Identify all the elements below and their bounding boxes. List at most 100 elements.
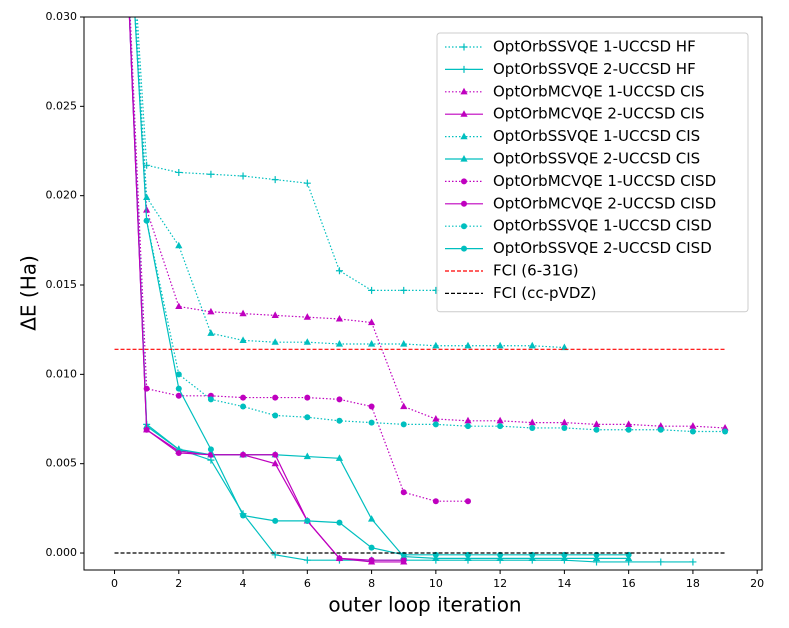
series xyxy=(135,17,568,351)
marker xyxy=(657,558,665,566)
marker xyxy=(175,168,183,176)
marker xyxy=(432,415,440,422)
marker xyxy=(240,451,247,458)
marker xyxy=(143,426,150,433)
marker xyxy=(625,420,633,427)
series xyxy=(129,17,471,505)
marker xyxy=(464,423,471,430)
marker xyxy=(496,416,504,424)
legend-marker xyxy=(460,87,468,95)
legend-label: OptOrbSSVQE 1-UCCSD CIS xyxy=(493,127,700,145)
marker xyxy=(335,267,343,275)
x-tick-label: 18 xyxy=(686,577,700,590)
marker xyxy=(722,428,729,435)
marker xyxy=(496,341,504,349)
legend-label: OptOrbMCVQE 1-UCCSD CIS xyxy=(493,82,705,100)
y-tick-label: 0.005 xyxy=(46,457,78,470)
marker xyxy=(239,172,247,180)
marker xyxy=(400,286,408,294)
marker xyxy=(336,396,343,403)
marker xyxy=(561,424,568,431)
marker xyxy=(272,517,279,524)
marker xyxy=(721,423,729,431)
series xyxy=(136,17,440,294)
marker xyxy=(368,419,375,426)
x-axis-label: outer loop iteration xyxy=(328,593,521,617)
marker xyxy=(335,454,344,461)
marker xyxy=(207,396,214,403)
marker xyxy=(207,456,215,464)
legend-marker xyxy=(461,223,467,230)
legend-label: OptOrbSSVQE 1-UCCSD CISD xyxy=(493,217,712,235)
marker xyxy=(175,371,182,378)
marker xyxy=(272,451,279,458)
x-tick-label: 14 xyxy=(557,577,571,590)
marker xyxy=(336,417,343,424)
marker xyxy=(432,341,440,349)
marker xyxy=(593,426,600,433)
marker xyxy=(336,519,343,526)
marker xyxy=(528,418,536,426)
marker xyxy=(336,555,343,562)
series xyxy=(134,17,729,435)
y-axis-label: ΔE (Ha) xyxy=(17,255,41,331)
marker xyxy=(240,394,247,401)
marker xyxy=(528,341,536,349)
marker xyxy=(175,241,183,249)
plot-area xyxy=(114,17,729,566)
x-tick-label: 8 xyxy=(368,577,375,590)
legend-label: OptOrbMCVQE 2-UCCSD CIS xyxy=(493,105,705,123)
legend-marker xyxy=(460,110,468,117)
marker xyxy=(239,309,247,317)
series-line xyxy=(136,17,436,291)
x-tick-label: 12 xyxy=(493,577,507,590)
marker xyxy=(304,517,311,524)
series xyxy=(128,17,408,565)
legend-label: OptOrbSSVQE 2-UCCSD CIS xyxy=(493,150,700,168)
marker xyxy=(175,445,183,452)
marker xyxy=(175,392,182,399)
marker xyxy=(207,170,215,178)
legend-marker xyxy=(460,43,468,51)
marker xyxy=(657,422,665,429)
marker xyxy=(689,428,696,435)
x-tick-label: 2 xyxy=(175,577,182,590)
marker xyxy=(239,336,247,344)
marker xyxy=(367,515,376,522)
marker xyxy=(400,421,407,428)
x-tick-label: 16 xyxy=(622,577,636,590)
marker xyxy=(400,402,408,410)
marker xyxy=(689,422,697,429)
series-line xyxy=(128,17,404,561)
y-tick-label: 0.000 xyxy=(46,546,78,559)
series-line xyxy=(134,17,726,429)
marker xyxy=(368,286,376,294)
marker xyxy=(304,414,311,421)
legend-marker xyxy=(461,178,467,185)
marker xyxy=(143,217,150,224)
x-tick-label: 20 xyxy=(750,577,764,590)
marker xyxy=(529,424,536,431)
marker xyxy=(272,394,279,401)
legend-marker xyxy=(461,245,467,252)
legend-label: FCI (cc-pVDZ) xyxy=(493,284,597,302)
legend-label: OptOrbMCVQE 1-UCCSD CISD xyxy=(493,172,716,190)
legend-marker xyxy=(460,132,468,140)
marker xyxy=(432,421,439,428)
legend-label: OptOrbSSVQE 2-UCCSD CISD xyxy=(493,239,712,257)
x-tick-label: 10 xyxy=(429,577,443,590)
marker xyxy=(335,339,344,347)
marker xyxy=(175,385,182,392)
marker xyxy=(335,314,344,322)
marker xyxy=(272,412,279,419)
marker xyxy=(303,338,311,345)
marker xyxy=(432,498,439,505)
legend-marker xyxy=(460,155,468,162)
plot-frame xyxy=(83,16,763,571)
legend-label: OptOrbMCVQE 2-UCCSD CISD xyxy=(493,194,716,212)
y-tick-label: 0.025 xyxy=(46,99,78,112)
legend: OptOrbSSVQE 1-UCCSD HF OptOrbSSVQE 2-UCCS… xyxy=(436,32,749,313)
x-tick-label: 4 xyxy=(240,577,247,590)
marker xyxy=(592,420,601,427)
